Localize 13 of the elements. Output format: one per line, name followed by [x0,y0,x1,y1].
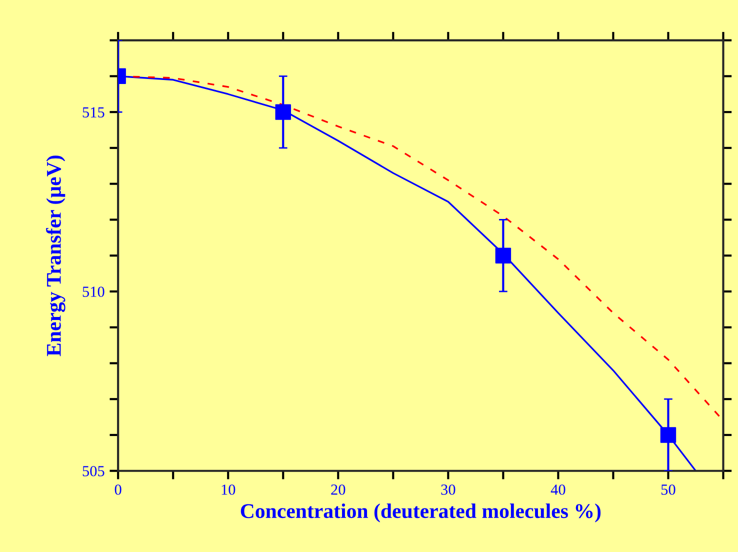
y-tick-label: 505 [82,466,104,476]
x-tick-label: 10 [222,484,236,495]
y-tick-label: 510 [82,286,104,297]
y-tick-label: 515 [82,107,104,118]
x-tick-label: 50 [661,484,676,495]
y-axis-title: Energy Transfer (µeV) [46,156,66,356]
x-tick-label: 40 [550,484,566,495]
x-tick-label: 20 [331,484,346,495]
point [495,248,512,264]
x-tick-label: 30 [441,484,456,495]
point [660,427,676,443]
x-tick-label: 0 [114,484,122,495]
x-axis-title: Concentration (deuterated molecules %) [240,503,601,522]
